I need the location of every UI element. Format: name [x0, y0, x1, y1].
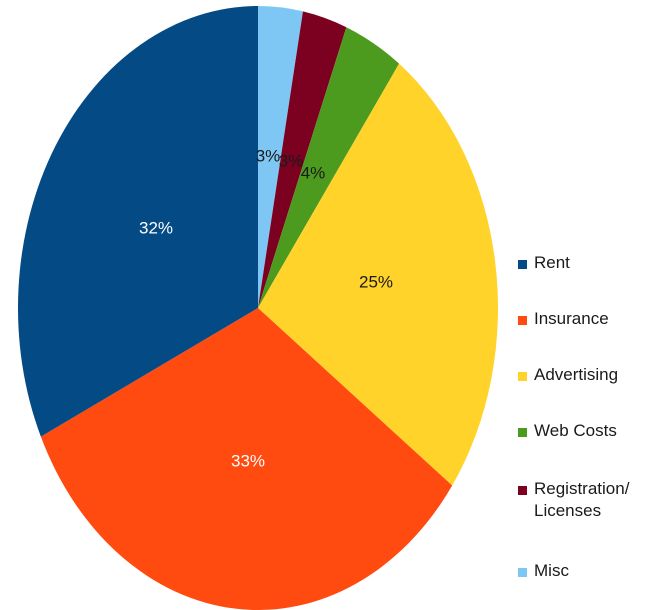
legend-label-misc: Misc	[534, 561, 569, 580]
pie-slice-web-costs	[258, 27, 400, 309]
legend-item-registration-licenses: Registration/ Licenses	[518, 478, 634, 522]
legend-item-misc: Misc	[518, 560, 634, 582]
legend-swatch-insurance	[518, 316, 527, 325]
pie-slice-advertising	[258, 63, 498, 486]
legend-label-web-costs: Web Costs	[534, 421, 617, 440]
legend-label-insurance: Insurance	[534, 309, 609, 328]
legend-item-advertising: Advertising	[518, 364, 634, 386]
legend-swatch-registration-licenses	[518, 486, 527, 495]
pie-slice-rent	[17, 6, 259, 437]
slice-label-web-costs: 4%	[301, 163, 326, 182]
pie-slice-insurance	[40, 308, 453, 610]
slice-label-advertising: 25%	[359, 272, 393, 291]
pie-slice-misc	[258, 6, 303, 308]
legend-swatch-web-costs	[518, 428, 527, 437]
slice-label-rent: 32%	[139, 218, 173, 237]
legend-label-registration-licenses: Registration/ Licenses	[534, 479, 630, 520]
slice-label-registration-licenses: 3%	[279, 151, 304, 170]
slice-label-misc: 3%	[256, 146, 281, 165]
legend-item-rent: Rent	[518, 252, 634, 274]
slice-label-insurance: 33%	[231, 451, 265, 470]
legend-label-rent: Rent	[534, 253, 570, 272]
pie-slice-registration-licenses	[258, 11, 347, 308]
legend-label-advertising: Advertising	[534, 365, 619, 384]
legend-swatch-rent	[518, 260, 527, 269]
legend-swatch-advertising	[518, 372, 527, 381]
legend-swatch-misc	[518, 568, 527, 577]
legend-item-insurance: Insurance	[518, 308, 634, 330]
legend-item-web-costs: Web Costs	[518, 420, 634, 442]
